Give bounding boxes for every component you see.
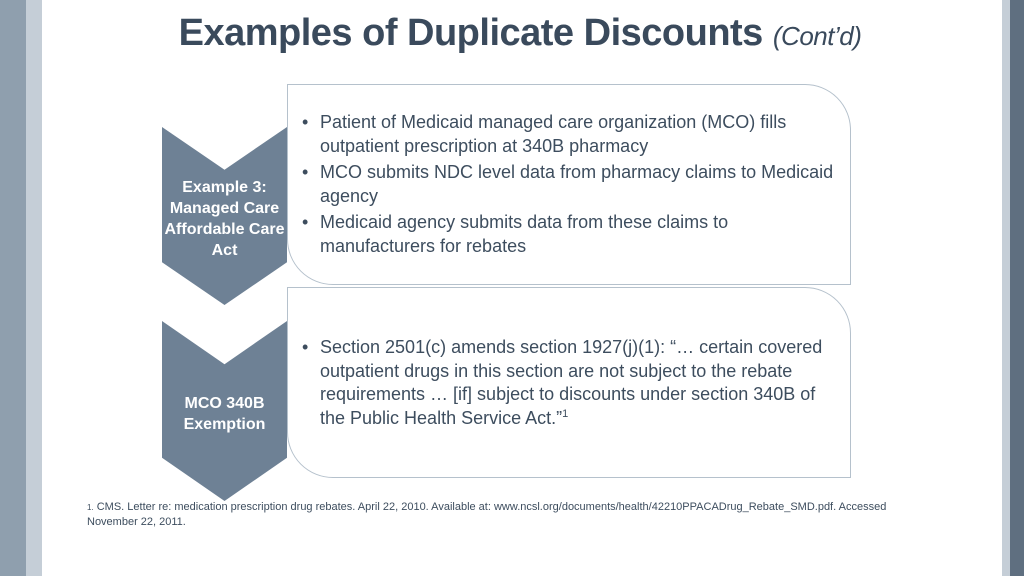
bullet-list: Section 2501(c) amends section 1927(j)(1…: [302, 336, 834, 433]
bullet-list: Patient of Medicaid managed care organiz…: [302, 111, 834, 261]
section-chevron-mco-340b: MCO 340B Exemption: [162, 321, 287, 501]
bullet-item: MCO submits NDC level data from pharmacy…: [302, 161, 834, 208]
footnote-marker: 1.: [87, 503, 94, 512]
section-card-mco-340b: Section 2501(c) amends section 1927(j)(1…: [287, 287, 851, 478]
footnote-text: CMS. Letter re: medication prescription …: [87, 501, 887, 528]
left-decorative-band-inner: [26, 0, 42, 576]
bullet-text: Section 2501(c) amends section 1927(j)(1…: [320, 337, 823, 428]
bullet-item: Patient of Medicaid managed care organiz…: [302, 111, 834, 158]
right-decorative-band-inner: [1002, 0, 1010, 576]
section-label: Example 3: Managed Care Affordable Care …: [164, 179, 285, 259]
section-chevron-example-3: Example 3: Managed Care Affordable Care …: [162, 127, 287, 305]
section-card-example-3: Patient of Medicaid managed care organiz…: [287, 84, 851, 285]
right-decorative-band: [1010, 0, 1024, 576]
bullet-item: Medicaid agency submits data from these …: [302, 211, 834, 258]
footnote-reference: 1: [562, 407, 569, 420]
left-decorative-band: [0, 0, 26, 576]
section-label: MCO 340B Exemption: [183, 395, 266, 433]
slide-title-main: Examples of Duplicate Discounts: [178, 12, 764, 54]
slide-title: Examples of Duplicate Discounts (Cont’d): [150, 12, 890, 55]
footnote: 1. CMS. Letter re: medication prescripti…: [87, 500, 907, 530]
slide-title-sub: (Cont’d): [772, 21, 862, 51]
bullet-item: Section 2501(c) amends section 1927(j)(1…: [302, 336, 834, 430]
